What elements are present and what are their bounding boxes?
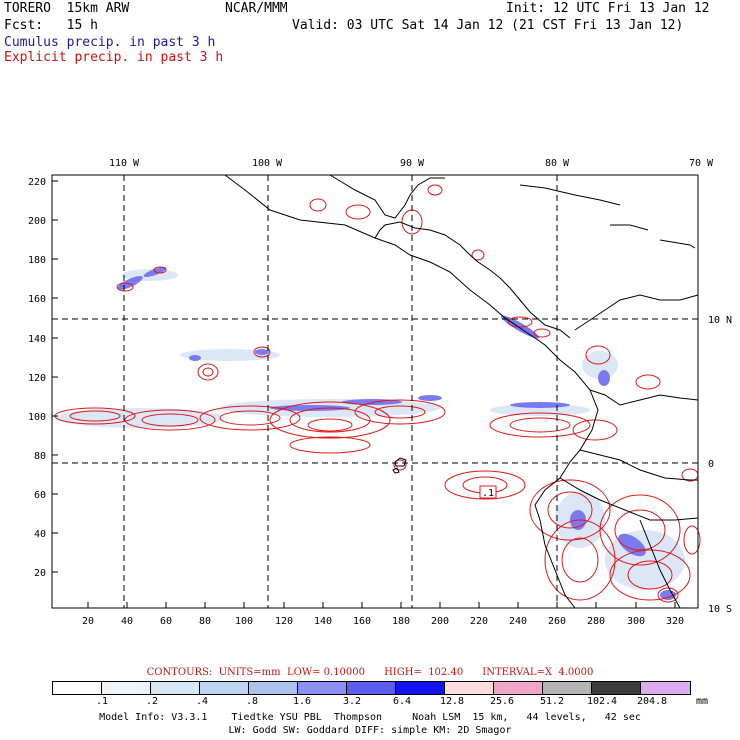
colorbar-labels: .1 .2 .4 .8 1.6 3.2 6.4 12.8 25.6 51.2 102.4 204.8 [52, 696, 702, 708]
map-frame [51, 174, 699, 609]
x-tick-label: 320 [666, 616, 684, 627]
precip-field [54, 184, 701, 603]
colorbar-label: .4 [195, 696, 209, 707]
colorbar-label: .2 [145, 696, 159, 707]
lon-label-80w: 80 W [545, 158, 570, 169]
x-tick-label: 180 [392, 616, 410, 627]
colorbar-swatch [592, 682, 641, 694]
precip-map: 110 W 100 W 90 W 80 W 70 W [28, 158, 732, 627]
x-tick-label: 20 [82, 616, 94, 627]
lat-label-10n: 10 N [708, 315, 732, 326]
colorbar-label: 204.8 [636, 696, 668, 707]
y-tick-label: 80 [34, 451, 46, 462]
colorbar-swatch [200, 682, 249, 694]
lat-lon-grid [52, 175, 698, 608]
cumulus-precip-label: Cumulus precip. in past 3 h [4, 35, 216, 50]
y-tick-label: 20 [34, 568, 46, 579]
x-tick-label: 120 [275, 616, 293, 627]
x-tick-label: 260 [548, 616, 566, 627]
lon-label-110w: 110 W [109, 158, 140, 169]
colorbar-label: 102.4 [586, 696, 618, 707]
colorbar-label: 6.4 [392, 696, 412, 707]
x-tick-label: 100 [235, 616, 253, 627]
colorbar-label: 3.2 [342, 696, 362, 707]
y-axis-ticks: 220 200 180 160 140 120 100 80 60 40 20 [28, 177, 58, 579]
x-axis-ticks: 20 40 60 80 100 120 140 160 180 200 220 … [82, 602, 684, 627]
y-tick-label: 200 [28, 216, 46, 227]
colorbar-label: 1.6 [292, 696, 312, 707]
x-tick-label: 280 [587, 616, 605, 627]
colorbar-unit: mm [696, 696, 709, 707]
colorbar-swatch [543, 682, 592, 694]
colorbar-label: 12.8 [439, 696, 465, 707]
x-tick-label: 40 [121, 616, 133, 627]
explicit-precip-label: Explicit precip. in past 3 h [4, 50, 224, 65]
x-tick-label: 240 [509, 616, 527, 627]
colorbar-swatch [445, 682, 494, 694]
colorbar-swatch [494, 682, 543, 694]
center-name: NCAR/MMM [225, 1, 288, 16]
coastlines [224, 174, 699, 609]
x-tick-label: 80 [199, 616, 211, 627]
y-tick-label: 160 [28, 294, 46, 305]
x-tick-label: 220 [470, 616, 488, 627]
model-info: Model Info: V3.3.1 Tiedtke YSU PBL Thomp… [99, 712, 641, 723]
colorbar-swatch [102, 682, 151, 694]
y-tick-label: 100 [28, 412, 46, 423]
lon-label-100w: 100 W [252, 158, 283, 169]
colorbar-label: .1 [95, 696, 109, 707]
x-tick-label: 60 [160, 616, 172, 627]
colorbar-swatch [53, 682, 102, 694]
y-tick-label: 40 [34, 529, 46, 540]
colorbar-swatch [249, 682, 298, 694]
x-tick-label: 140 [314, 616, 332, 627]
colorbar-swatch [347, 682, 396, 694]
y-tick-label: 220 [28, 177, 46, 188]
colorbar-label: 25.6 [489, 696, 515, 707]
colorbar-swatch [396, 682, 445, 694]
colorbar [52, 681, 691, 695]
y-tick-label: 180 [28, 255, 46, 266]
colorbar-swatch [641, 682, 690, 694]
field-annotation: .1 [482, 488, 494, 499]
y-tick-label: 60 [34, 490, 46, 501]
colorbar-swatch [298, 682, 347, 694]
lon-label-70w: 70 W [689, 158, 714, 169]
colorbar-label: 51.2 [539, 696, 565, 707]
init-time: Init: 12 UTC Fri 13 Jan 12 [506, 1, 710, 16]
lat-label-0: 0 [708, 459, 714, 470]
valid-time: Valid: 03 UTC Sat 14 Jan 12 (21 CST Fri … [292, 18, 684, 33]
y-tick-label: 120 [28, 373, 46, 384]
y-tick-label: 140 [28, 334, 46, 345]
x-tick-label: 200 [431, 616, 449, 627]
x-tick-label: 300 [627, 616, 645, 627]
lon-label-90w: 90 W [400, 158, 425, 169]
contour-info: CONTOURS: UNITS=mm LOW= 0.10000 HIGH= 10… [146, 667, 594, 678]
model-physics: LW: Godd SW: Goddard DIFF: simple KM: 2D… [228, 725, 512, 736]
lat-label-10s: 10 S [708, 604, 732, 615]
colorbar-label: .8 [245, 696, 259, 707]
colorbar-swatch [151, 682, 200, 694]
model-name: TORERO 15km ARW [4, 1, 130, 16]
field-annotation-box [479, 485, 497, 499]
forecast-hour: Fcst: 15 h [4, 18, 98, 33]
x-tick-label: 160 [353, 616, 371, 627]
